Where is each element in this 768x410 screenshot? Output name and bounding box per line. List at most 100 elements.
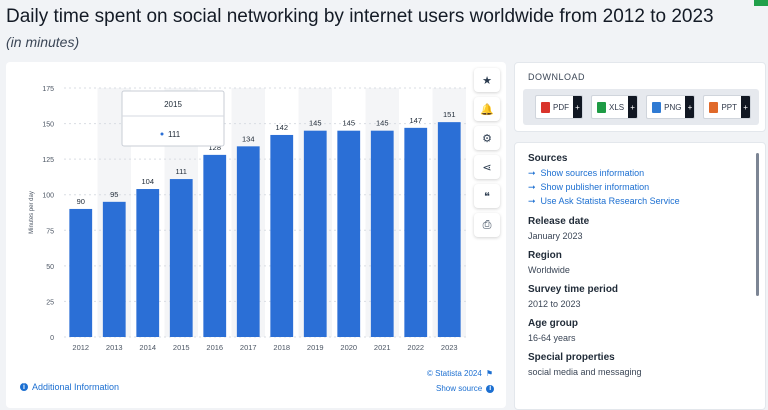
download-pdf-button[interactable]: PDF + — [535, 95, 583, 119]
data-label: 151 — [443, 110, 456, 119]
x-tick-label: 2022 — [407, 343, 424, 352]
download-button-label: PPT — [721, 102, 738, 112]
y-tick-label: 25 — [46, 299, 54, 306]
additional-information-link[interactable]: i Additional Information — [20, 382, 119, 392]
x-tick-label: 2020 — [340, 343, 357, 352]
bar — [102, 201, 126, 337]
sources-heading: Sources — [528, 153, 568, 164]
y-tick-label: 50 — [46, 264, 54, 271]
x-tick-label: 2015 — [173, 343, 190, 352]
x-tick-label: 2012 — [72, 343, 89, 352]
bar — [236, 146, 260, 337]
copyright-link[interactable]: © Statista 2024 ⚑ — [427, 369, 493, 378]
sources-links: ➞ Show sources information ➞ Show publisher… — [528, 168, 748, 207]
citation-quote-button[interactable]: ❝ — [474, 184, 500, 208]
bar — [203, 154, 227, 337]
show-source-link[interactable]: Show source i — [436, 384, 495, 393]
data-label: 145 — [342, 119, 355, 128]
info-content: Sources ➞ Show sources information ➞ Show p… — [528, 153, 748, 377]
source-link-label: Use Ask Statista Research Service — [540, 196, 680, 206]
x-tick-label: 2018 — [273, 343, 290, 352]
download-heading: DOWNLOAD — [528, 72, 586, 82]
settings-gear-button[interactable]: ⚙ — [474, 126, 500, 150]
scrollbar-thumb[interactable] — [756, 153, 759, 296]
download-button-label: PNG — [664, 102, 682, 112]
ppt-file-icon — [709, 101, 719, 113]
pdf-file-icon — [541, 101, 550, 113]
notification-bell-icon: 🔔 — [480, 103, 494, 116]
tooltip-series-dot — [160, 132, 164, 136]
x-tick-label: 2021 — [374, 343, 391, 352]
tooltip-box — [121, 90, 225, 147]
corner-badge — [754, 0, 768, 6]
x-tick-label: 2014 — [139, 343, 156, 352]
meta-value: 2012 to 2023 — [528, 299, 581, 309]
plus-icon[interactable]: + — [628, 96, 638, 118]
meta-heading: Survey time period — [528, 284, 619, 295]
download-ppt-button[interactable]: PPT + — [703, 95, 752, 119]
y-tick-label: 0 — [50, 335, 54, 342]
download-button-label: PDF — [553, 102, 569, 112]
meta-value: January 2023 — [528, 231, 583, 241]
y-tick-label: 150 — [42, 122, 54, 129]
share-button[interactable]: ⋖ — [474, 155, 500, 179]
y-tick-label: 100 — [42, 193, 54, 200]
tooltip-value: 111 — [168, 130, 181, 139]
print-icon: ⎙ — [482, 218, 492, 231]
download-xls-button[interactable]: XLS + — [591, 95, 639, 119]
source-link[interactable]: ➞ Use Ask Statista Research Service — [528, 196, 748, 207]
meta-heading: Age group — [528, 318, 578, 329]
bar — [437, 122, 461, 337]
data-label: 142 — [275, 123, 288, 132]
data-label: 104 — [141, 177, 154, 186]
bar — [270, 134, 294, 337]
x-tick-label: 2023 — [441, 343, 458, 352]
x-tick-label: 2013 — [106, 343, 123, 352]
meta-heading: Release date — [528, 216, 590, 227]
info-icon: i — [486, 384, 495, 393]
settings-gear-icon: ⚙ — [482, 132, 492, 145]
flag-icon: ⚑ — [485, 369, 493, 378]
tooltip-title: 2015 — [164, 100, 182, 109]
plus-icon[interactable]: + — [741, 96, 751, 118]
y-axis-label: Minutes per day — [29, 191, 35, 234]
bar-chart: 0 25 50 75 100 125 150 175 Minutes per day 90 2012… — [29, 86, 466, 352]
page-title: Daily time spent on social networking by… — [6, 6, 714, 27]
plus-icon[interactable]: + — [573, 96, 582, 118]
y-tick-label: 75 — [46, 228, 54, 235]
data-label: 147 — [409, 116, 422, 125]
show-source-label: Show source — [436, 384, 483, 393]
download-button-label: XLS — [609, 102, 625, 112]
xls-file-icon — [597, 101, 606, 113]
notification-bell-button[interactable]: 🔔 — [474, 97, 500, 121]
arrow-right-icon: ➞ — [528, 182, 536, 192]
data-label: 95 — [110, 190, 118, 199]
bar — [404, 127, 428, 337]
download-png-button[interactable]: PNG + — [646, 95, 696, 119]
bar — [169, 179, 193, 337]
plus-icon[interactable]: + — [685, 96, 695, 118]
additional-information-label: Additional Information — [32, 382, 120, 392]
data-label: 90 — [77, 197, 85, 206]
source-link[interactable]: ➞ Show publisher information — [528, 182, 748, 193]
meta-heading: Special properties — [528, 352, 615, 363]
x-tick-label: 2016 — [206, 343, 223, 352]
favorite-star-button[interactable]: ★ — [474, 68, 500, 92]
info-icon: i — [20, 383, 28, 391]
source-link[interactable]: ➞ Show sources information — [528, 168, 748, 179]
favorite-star-icon: ★ — [482, 74, 492, 87]
png-file-icon — [652, 101, 662, 113]
x-tick-label: 2019 — [307, 343, 324, 352]
chart-toolbar: ★ 🔔 ⚙ ⋖ ❝ ⎙ — [474, 68, 500, 242]
arrow-right-icon: ➞ — [528, 196, 536, 206]
data-label: 145 — [309, 119, 322, 128]
page-subtitle: (in minutes) — [6, 34, 80, 50]
print-button[interactable]: ⎙ — [474, 213, 500, 237]
bar — [136, 189, 160, 337]
download-panel: DOWNLOAD PDF + XLS + PNG + PPT + — [514, 62, 766, 132]
bar — [303, 130, 327, 337]
metadata-list: Release date January 2023 Region Worldwide S… — [528, 216, 748, 377]
meta-value: social media and messaging — [528, 367, 642, 377]
arrow-right-icon: ➞ — [528, 168, 536, 178]
